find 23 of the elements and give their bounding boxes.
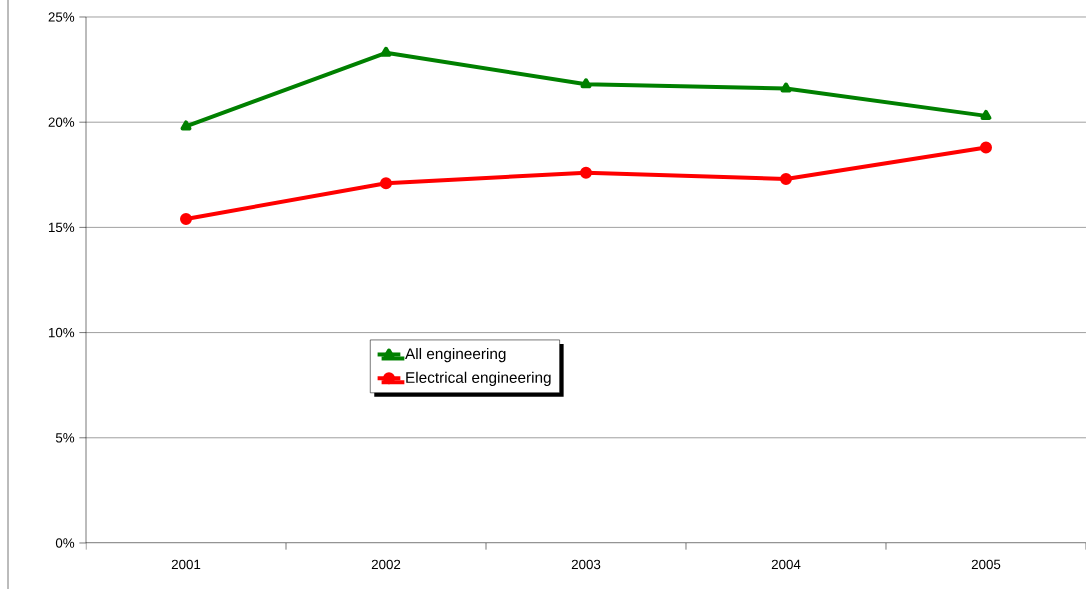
- point: [580, 78, 592, 89]
- point: [780, 82, 792, 93]
- point: [380, 177, 393, 190]
- point: [980, 141, 992, 154]
- point: [980, 109, 992, 120]
- x-tick-label: 2005: [971, 559, 1001, 570]
- y-tick-label: 20%: [48, 117, 75, 127]
- x-tick-label: 2002: [371, 559, 401, 570]
- y-tick-label: 25%: [48, 12, 75, 22]
- legend-label: Electrical engineering: [406, 371, 551, 386]
- point: [780, 173, 792, 185]
- y-tick-label: 15%: [48, 222, 75, 233]
- y-tick-label: 10%: [48, 327, 75, 338]
- point: [180, 120, 192, 131]
- y-tick-label: 0%: [55, 538, 75, 548]
- point: [380, 46, 392, 57]
- x-tick-label: 2003: [571, 559, 601, 570]
- x-tick-label: 2001: [171, 559, 201, 570]
- point: [180, 212, 193, 225]
- point: [580, 166, 592, 179]
- y-tick-label: 5%: [55, 433, 75, 443]
- x-tick-label: 2004: [771, 559, 801, 570]
- legend-label: All engineering: [405, 347, 506, 363]
